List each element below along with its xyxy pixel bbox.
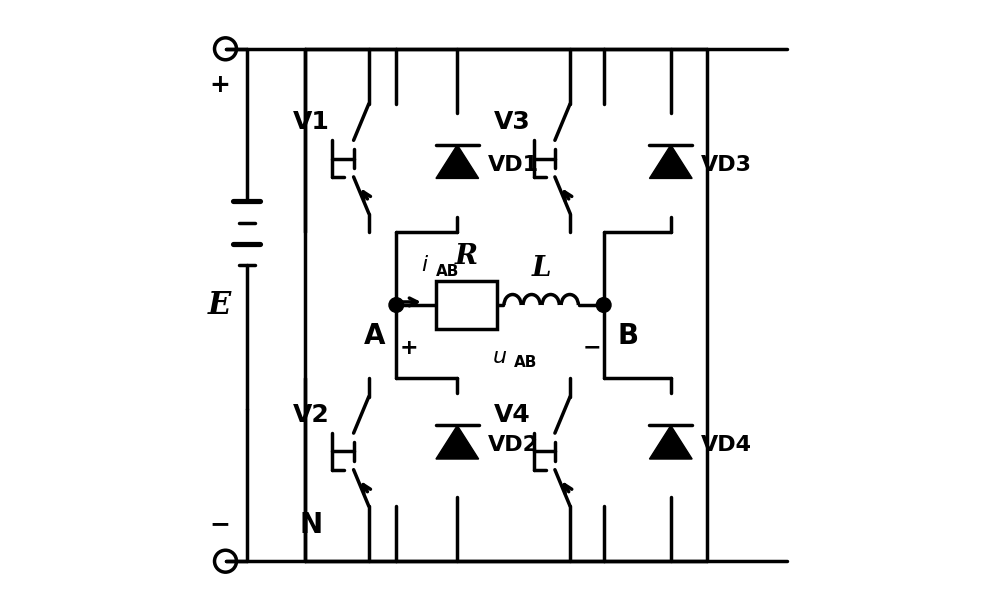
Text: −: −: [582, 338, 601, 357]
Polygon shape: [436, 426, 479, 459]
Text: N: N: [299, 511, 322, 539]
Text: VD2: VD2: [488, 436, 539, 455]
Text: AB: AB: [436, 264, 459, 279]
Polygon shape: [649, 426, 692, 459]
Polygon shape: [649, 145, 692, 178]
Text: +: +: [399, 338, 418, 357]
Text: $u$: $u$: [492, 346, 508, 368]
Text: E: E: [208, 290, 231, 320]
Text: V4: V4: [494, 403, 531, 427]
Text: −: −: [209, 512, 230, 537]
Text: B: B: [618, 321, 639, 350]
Text: V2: V2: [293, 403, 329, 427]
Text: AB: AB: [514, 356, 537, 370]
Text: +: +: [209, 73, 230, 98]
Text: V1: V1: [292, 110, 329, 134]
Text: VD4: VD4: [701, 436, 752, 455]
Circle shape: [389, 298, 404, 312]
Text: R: R: [455, 243, 478, 270]
Text: $i$: $i$: [421, 254, 429, 276]
Circle shape: [596, 298, 611, 312]
Text: A: A: [364, 321, 386, 350]
Polygon shape: [436, 145, 479, 178]
Text: VD3: VD3: [701, 155, 752, 174]
Text: V3: V3: [494, 110, 531, 134]
Text: L: L: [531, 255, 551, 282]
Bar: [436, 281, 497, 329]
Text: VD1: VD1: [488, 155, 539, 174]
